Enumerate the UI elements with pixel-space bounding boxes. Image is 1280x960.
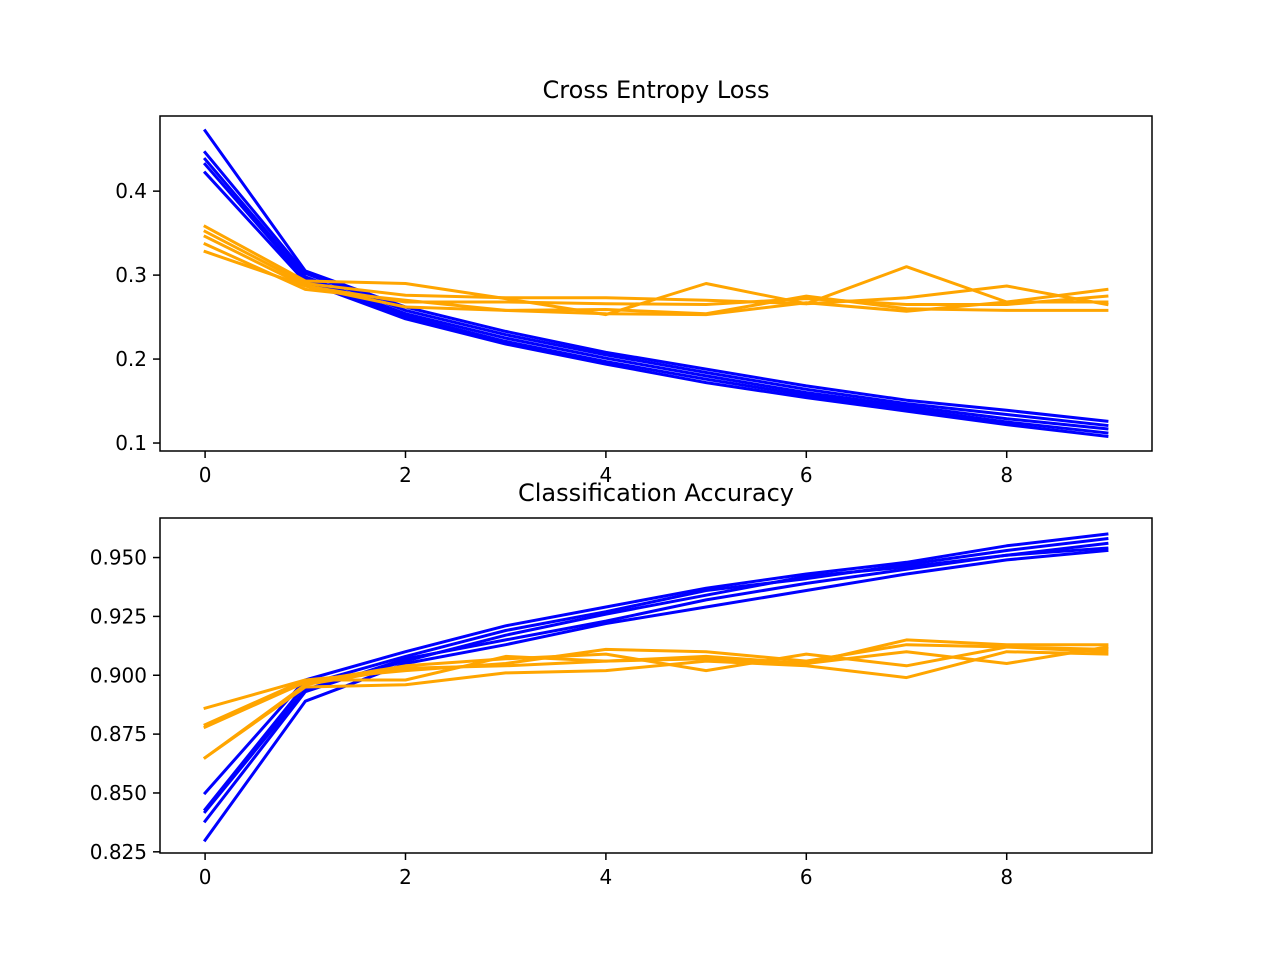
loss-x-tick-label-2: 4	[600, 463, 613, 487]
loss-chart-frame	[159, 115, 1153, 452]
accuracy-y-tick-label-2: 0.875	[90, 722, 147, 746]
accuracy-chart-series	[202, 532, 1109, 843]
loss-x-tick-label-0: 0	[199, 463, 212, 487]
accuracy-chart: Classification Accuracy 0 2 4 6 80.8250.8500…	[90, 479, 1153, 889]
accuracy-chart-frame	[159, 517, 1153, 854]
accuracy-y-tick-label-4: 0.925	[90, 604, 147, 628]
accuracy-chart-axes: 0 2 4 6 8 0.825 0.850 0.875 0.900 0.925 0.950	[90, 546, 1013, 889]
loss-x-tick-label-1: 2	[399, 463, 412, 487]
accuracy-series-line-1	[202, 532, 1109, 796]
loss-x-tick-label-3: 6	[800, 463, 813, 487]
loss-y-tick-label-0: 0.1	[115, 431, 147, 455]
loss-chart: Cross Entropy Loss 0 2 4 6 8 0.1 0.2 0.3 0.4	[115, 76, 1153, 487]
accuracy-y-tick-label-0: 0.825	[90, 840, 147, 864]
accuracy-y-tick-label-1: 0.850	[90, 781, 147, 805]
loss-y-tick-label-3: 0.4	[115, 179, 147, 203]
loss-chart-title: Cross Entropy Loss	[543, 76, 770, 104]
loss-chart-axes: 0 2 4 6 8 0.1 0.2 0.3 0.4	[115, 179, 1013, 487]
accuracy-x-tick-label-4: 8	[1000, 865, 1013, 889]
loss-series-line-5	[202, 170, 1109, 438]
accuracy-x-tick-label-3: 6	[800, 865, 813, 889]
accuracy-series-line-5	[203, 548, 1109, 843]
loss-series-line-7	[203, 229, 1109, 307]
accuracy-x-tick-label-1: 2	[399, 865, 412, 889]
accuracy-y-tick-label-3: 0.900	[90, 663, 147, 687]
loss-series-line-10	[203, 249, 1109, 317]
accuracy-series-line-10	[203, 650, 1109, 760]
accuracy-chart-title: Classification Accuracy	[518, 479, 794, 507]
loss-y-tick-label-1: 0.2	[115, 347, 147, 371]
loss-series-line-9	[203, 242, 1109, 316]
loss-y-tick-label-2: 0.3	[115, 263, 147, 287]
accuracy-series-line-2	[202, 537, 1109, 812]
accuracy-y-tick-label-5: 0.950	[90, 546, 147, 570]
loss-series-line-2	[202, 150, 1109, 428]
accuracy-x-tick-label-0: 0	[199, 865, 212, 889]
loss-x-tick-label-4: 8	[1000, 463, 1013, 487]
accuracy-x-tick-label-2: 4	[600, 865, 613, 889]
loss-chart-series	[202, 128, 1109, 438]
accuracy-series-line-9	[203, 645, 1109, 760]
